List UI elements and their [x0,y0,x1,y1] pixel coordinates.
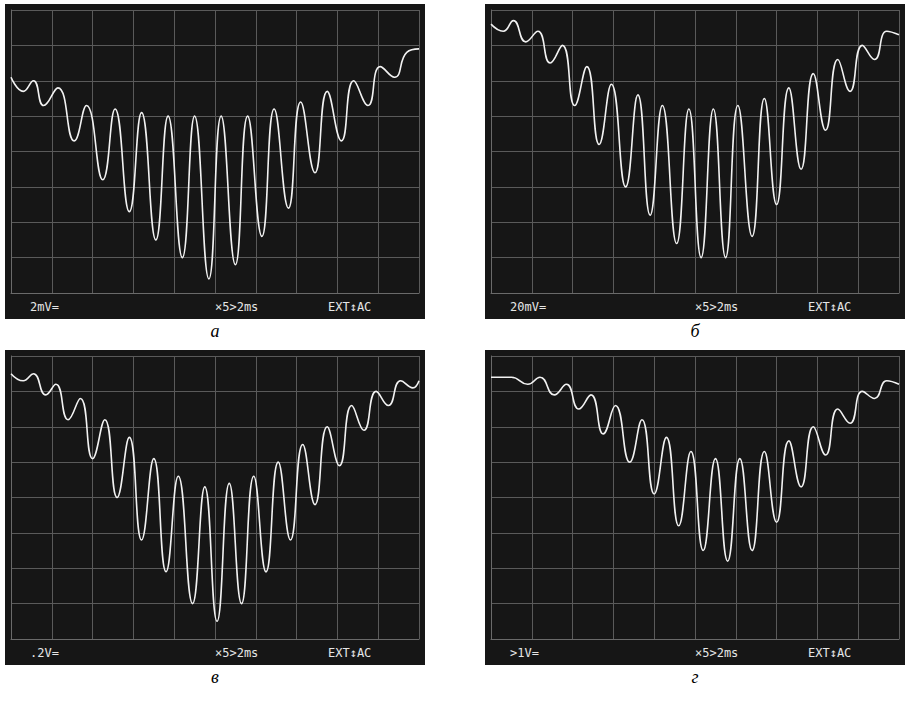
html-text:в: в [211,667,219,687]
svg-text:×5>2ms: ×5>2ms [215,300,258,314]
svg-text:EXT↕AC: EXT↕AC [808,646,851,660]
svg-text:>1V=: >1V= [510,646,539,660]
svg-text:.2V=: .2V= [30,646,59,660]
svg-text:×5>2ms: ×5>2ms [215,646,258,660]
html-text:г: г [691,667,699,687]
svg-text:×5>2ms: ×5>2ms [695,300,738,314]
svg-text:EXT↕AC: EXT↕AC [328,646,371,660]
html-text:б: б [690,321,700,341]
svg-text:20mV=: 20mV= [510,300,546,314]
svg-text:EXT↕AC: EXT↕AC [808,300,851,314]
svg-text:×5>2ms: ×5>2ms [695,646,738,660]
svg-text:EXT↕AC: EXT↕AC [328,300,371,314]
html-text:а: а [210,321,220,341]
svg-text:2mV=: 2mV= [30,300,59,314]
